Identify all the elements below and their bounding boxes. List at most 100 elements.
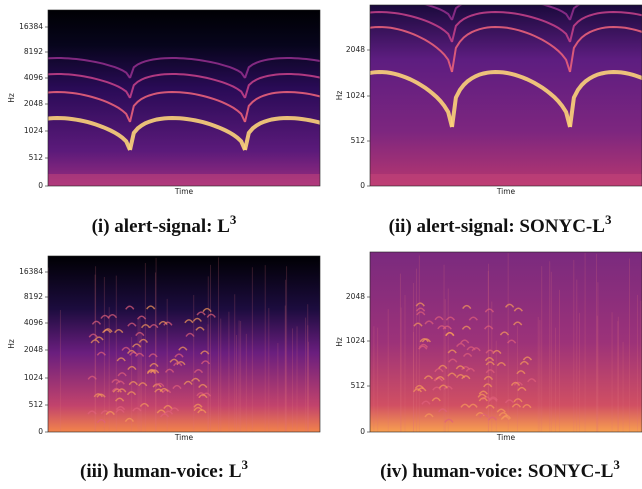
voice-streak — [435, 375, 445, 381]
y-tick-label: 1024 — [346, 91, 365, 100]
y-tick-label: 16384 — [19, 267, 43, 276]
y-tick-label: 2048 — [346, 292, 365, 301]
voice-streak — [506, 339, 517, 344]
voice-streak — [417, 387, 427, 392]
voice-streak — [468, 316, 478, 321]
voice-streak — [424, 320, 434, 325]
harmonic — [451, 5, 571, 21]
y-tick-label: 2048 — [346, 45, 365, 54]
voice-streak — [96, 419, 106, 424]
voice-streak — [466, 346, 476, 351]
harmonic — [243, 115, 320, 151]
plot-frame — [47, 9, 321, 187]
harmonic — [129, 73, 246, 99]
voice-streak — [419, 338, 429, 343]
y-tick-label: 4096 — [24, 73, 43, 82]
voice-streak — [127, 322, 137, 327]
voice-streak — [116, 357, 126, 362]
voice-streak — [96, 393, 106, 398]
voice-streak — [155, 382, 165, 387]
voice-streak — [447, 372, 457, 377]
voice-streak — [149, 362, 159, 368]
voice-streak — [183, 380, 193, 385]
voice-streak — [192, 317, 202, 322]
y-axis-label: Hz — [7, 339, 16, 349]
noise-band — [370, 174, 642, 186]
harmonic — [244, 73, 320, 99]
caption-sup: 3 — [242, 457, 249, 472]
voice-streak — [445, 316, 456, 321]
voice-streak — [421, 400, 431, 405]
voice-streak — [485, 404, 495, 409]
voice-streak — [169, 358, 179, 363]
voice-streak — [132, 343, 142, 348]
harmonic — [451, 10, 571, 43]
voice-streak — [169, 407, 180, 412]
harmonic — [129, 90, 246, 123]
harmonic — [370, 10, 453, 43]
x-axis-label: Time — [174, 187, 194, 196]
voice-streak — [434, 316, 444, 321]
harmonic — [48, 90, 131, 123]
harmonic — [48, 115, 132, 151]
voice-streak — [504, 303, 515, 308]
voice-streak — [115, 380, 125, 385]
plot-frame — [47, 255, 321, 433]
y-tick-label: 4096 — [24, 318, 43, 327]
voice-streak — [455, 365, 465, 370]
caption-sup: 3 — [613, 457, 620, 472]
voice-streak — [513, 307, 523, 312]
y-tick-label: 0 — [38, 427, 43, 436]
caption-text: (iii) human-voice: L — [80, 461, 242, 482]
voice-streak — [423, 375, 434, 380]
voice-streak — [88, 333, 98, 338]
voice-streak — [94, 336, 104, 341]
y-tick-label: 512 — [351, 136, 366, 145]
voice-streak — [504, 399, 515, 404]
voice-streak — [517, 386, 527, 392]
voice-streak — [418, 345, 428, 350]
voice-streak — [156, 409, 166, 414]
voice-streak — [484, 325, 494, 330]
voice-streak — [483, 383, 493, 388]
voice-streak — [198, 394, 208, 399]
voice-streak — [477, 393, 487, 398]
voice-streak — [511, 403, 522, 408]
y-tick-label: 0 — [360, 427, 365, 436]
voice-streak — [438, 384, 448, 389]
voice-streak — [499, 331, 510, 336]
voice-streak — [159, 387, 169, 393]
y-tick-label: 1024 — [24, 373, 43, 382]
voice-streak — [462, 304, 472, 310]
voice-streak — [460, 403, 470, 408]
voice-streak — [437, 325, 447, 330]
harmonic — [48, 73, 131, 99]
voice-streak — [164, 368, 175, 373]
harmonic — [569, 10, 642, 43]
voice-streak — [93, 393, 103, 398]
voice-streak — [163, 404, 173, 410]
voice-streak — [115, 405, 126, 411]
harmonic — [129, 57, 246, 79]
panel: 16384 8192 4096 2048 1024 512 0 Hz Time (i) alert… — [7, 9, 321, 237]
voice-streak — [496, 408, 506, 413]
voice-streak — [196, 311, 206, 316]
y-tick-label: 1024 — [24, 126, 43, 135]
voice-streak — [198, 383, 208, 389]
voice-streak — [172, 384, 182, 390]
caption-text: (iv) human-voice: SONYC-L — [380, 461, 613, 482]
y-axis-label: Hz — [7, 93, 16, 103]
voice-streak — [456, 342, 466, 348]
voice-streak — [135, 331, 145, 337]
spectrogram-bg — [48, 10, 320, 186]
voice-streak — [91, 320, 102, 325]
harmonic — [48, 57, 131, 79]
caption-sup: 3 — [605, 212, 612, 227]
plot-frame — [369, 4, 642, 187]
voice-streak — [442, 325, 452, 330]
voice-streak — [90, 339, 100, 344]
voice-streak — [445, 332, 455, 337]
harmonic — [370, 25, 453, 73]
voice-streak — [447, 349, 457, 354]
y-tick-label: 8192 — [24, 292, 43, 301]
